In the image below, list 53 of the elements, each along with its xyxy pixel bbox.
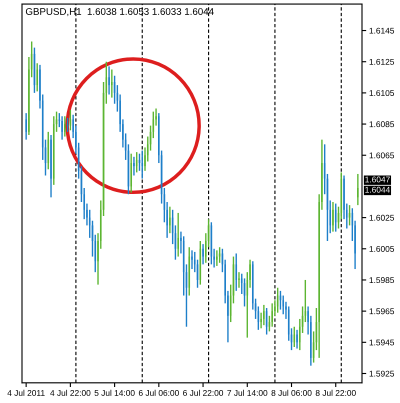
x-tick-label: 6 Jul 06:00 <box>138 390 179 396</box>
y-tick-label: 1.5985 <box>370 277 394 284</box>
x-tick-label: 7 Jul 14:00 <box>227 390 268 396</box>
candlestick <box>191 250 193 270</box>
candlestick <box>202 243 204 266</box>
candlestick <box>133 156 135 176</box>
text: 1.6044 <box>365 186 390 193</box>
candlestick <box>235 252 238 292</box>
candlestick <box>169 206 171 234</box>
y-tick-label: 1.5965 <box>370 308 394 314</box>
x-tick-label: 4 Jul 2011 <box>7 390 45 396</box>
candlestick <box>276 287 279 314</box>
candlestick <box>36 62 38 92</box>
y-tick-label: 1.6085 <box>370 121 394 128</box>
candlestick <box>280 290 282 310</box>
candlestick <box>296 329 298 350</box>
candlestick <box>108 66 110 96</box>
candlestick <box>334 202 337 232</box>
candlestick <box>66 117 68 133</box>
candlestick <box>348 204 350 226</box>
candlestick <box>177 212 180 258</box>
candlestick <box>271 302 273 328</box>
candlestick <box>238 271 240 288</box>
x-tick-label: 6 Jul 22:00 <box>183 390 224 396</box>
y-tick-label: 1.6145 <box>370 28 394 34</box>
x-tick-label: 8 Jul 06:00 <box>271 390 312 396</box>
candlestick <box>210 222 212 266</box>
y-tick-label: 1.6025 <box>370 214 394 221</box>
candlestick <box>263 304 265 326</box>
y-tick-label: 1.5945 <box>370 340 394 346</box>
x-tick-label: 5 Jul 14:00 <box>94 390 135 396</box>
candlestick <box>266 307 268 336</box>
candlestick <box>64 116 66 138</box>
candlestick <box>282 294 284 315</box>
text: 1.6047 <box>365 176 390 182</box>
candlestick <box>25 112 27 140</box>
y-tick-label: 1.6125 <box>370 58 394 65</box>
candlestick <box>47 131 50 170</box>
x-tick-label: 4 Jul 22:00 <box>50 390 90 396</box>
candlestick <box>130 152 132 194</box>
candlestick <box>244 278 246 308</box>
chart-title: GBPUSD,H1 1.6038 1.6053 1.6033 1.6044 <box>26 8 214 16</box>
candlestick <box>50 134 52 198</box>
candlestick <box>357 173 359 206</box>
y-tick-label: 1.5925 <box>370 370 394 377</box>
candlestick <box>61 116 63 140</box>
candlestick <box>293 326 296 348</box>
y-tick-label: 1.6065 <box>370 152 394 158</box>
candlestick <box>34 46 36 94</box>
x-tick-label: 8 Jul 22:00 <box>316 390 356 396</box>
y-tick-label: 1.6105 <box>370 90 394 96</box>
y-tick-label: 1.6005 <box>370 246 394 252</box>
candlestick <box>332 201 334 232</box>
